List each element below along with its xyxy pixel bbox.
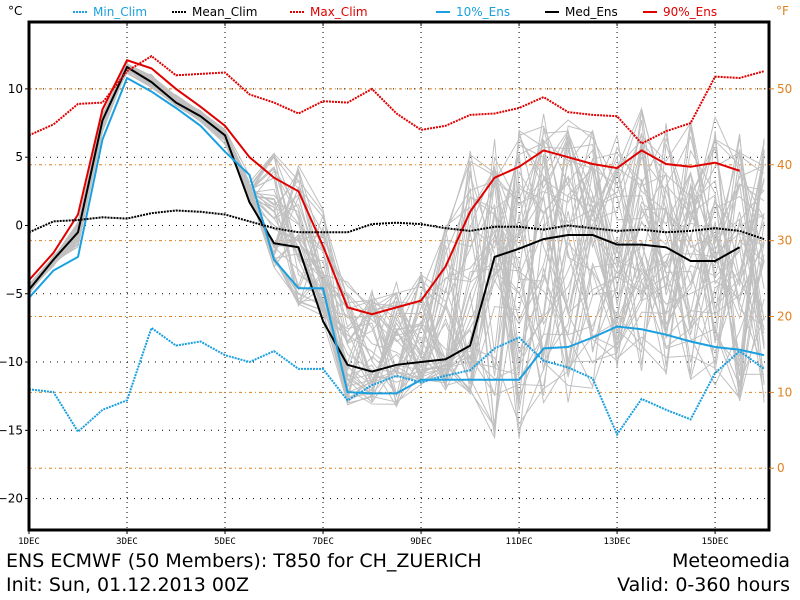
valid-range: Valid: 0-360 hours xyxy=(617,574,790,596)
x-tick-label: 11DEC xyxy=(506,537,533,547)
series-mean-clim xyxy=(29,209,765,241)
f-tick-label: 0 xyxy=(777,461,785,475)
x-tick-label: 13DEC xyxy=(604,537,631,547)
legend: Min_Clim Mean_Clim Max_Clim 10%_Ens Med_Ens 9… xyxy=(73,5,717,19)
x-tick-label: 3DEC xyxy=(116,537,138,547)
ensemble-member-line xyxy=(29,70,765,398)
y-tick-label: 5 xyxy=(15,150,23,164)
legend-label-med-ens: Med_Ens xyxy=(565,5,618,19)
y-tick-label: −10 xyxy=(0,355,23,369)
x-axis: 1DEC 3DEC 5DEC 7DEC 9DEC 11DEC 13DEC 15DEC xyxy=(18,22,729,547)
x-tick-label: 5DEC xyxy=(214,537,236,547)
y-tick-label: −5 xyxy=(5,287,23,301)
y-tick-label: −20 xyxy=(0,492,23,506)
legend-label-min-clim: Min_Clim xyxy=(93,5,147,19)
x-tick-label: 1DEC xyxy=(18,537,40,547)
legend-label-10-ens: 10%_Ens xyxy=(456,5,510,19)
f-tick-label: 10 xyxy=(777,385,792,399)
series-lines xyxy=(29,54,765,437)
ensemble-member-line xyxy=(29,63,765,386)
ensemble-member-line xyxy=(29,62,765,429)
f-tick-label: 20 xyxy=(777,310,792,324)
plot-frame xyxy=(27,20,771,532)
legend-label-mean-clim: Mean_Clim xyxy=(192,5,257,19)
x-tick-label: 9DEC xyxy=(410,537,432,547)
y-axis-left: −20 −15 −10 −5 0 5 10 xyxy=(0,82,29,506)
y-axis-unit-celsius: °C xyxy=(8,4,22,18)
ensemble-member-line xyxy=(29,68,765,386)
init-time: Init: Sun, 01.12.2013 00Z xyxy=(6,574,250,596)
series-min-clim xyxy=(29,326,765,437)
y-axis-unit-fahrenheit: °F xyxy=(776,4,789,18)
f-tick-label: 50 xyxy=(777,82,792,96)
ensemble-member-line xyxy=(29,64,765,395)
ensemble-members xyxy=(29,62,765,440)
y-tick-label: 0 xyxy=(15,218,23,232)
x-tick-label: 7DEC xyxy=(312,537,334,547)
series-max-clim xyxy=(29,54,765,145)
ensemble-member-line xyxy=(29,71,765,399)
y-tick-label: −15 xyxy=(0,423,23,437)
x-tick-label: 15DEC xyxy=(702,537,729,547)
legend-label-90-ens: 90%_Ens xyxy=(663,5,717,19)
ensemble-member-line xyxy=(29,71,765,440)
series-10-ens xyxy=(29,76,765,395)
y-tick-label: 10 xyxy=(8,82,23,96)
legend-label-max-clim: Max_Clim xyxy=(310,5,368,19)
series-90-ens xyxy=(29,58,740,316)
f-tick-label: 40 xyxy=(777,158,792,172)
series-med-ens xyxy=(29,65,741,373)
f-tick-label: 30 xyxy=(777,234,792,248)
y-axis-right: 0 10 20 30 40 50 xyxy=(769,82,792,475)
chart-title: ENS ECMWF (50 Members): T850 for CH_ZUER… xyxy=(6,550,482,572)
source-label: Meteomedia xyxy=(671,550,790,572)
